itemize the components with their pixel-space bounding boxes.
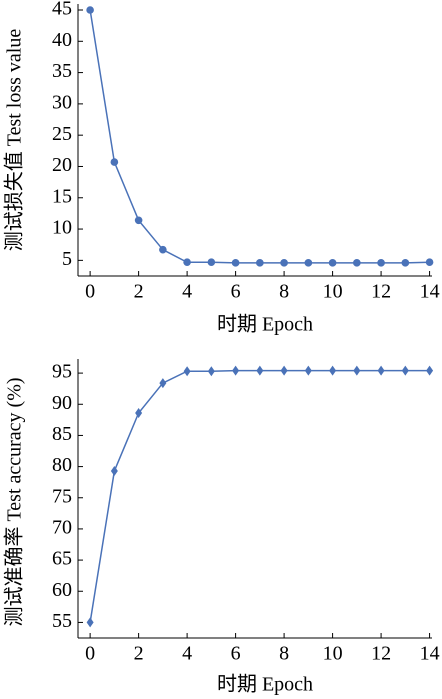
marker: [256, 259, 264, 267]
marker: [353, 259, 361, 267]
y-tick-label: 70: [52, 517, 72, 539]
x-tick-label: 6: [231, 281, 241, 303]
y-tick-label: 5: [62, 248, 72, 270]
marker: [353, 365, 361, 376]
y-tick-label: 65: [52, 548, 72, 570]
marker: [377, 365, 385, 376]
y-tick-label: 15: [52, 185, 72, 207]
y-tick-label: 55: [52, 610, 72, 632]
marker: [426, 365, 434, 376]
y-tick-label: 30: [52, 91, 72, 113]
x-tick-label: 12: [371, 281, 391, 303]
y-tick-label: 80: [52, 454, 72, 476]
marker: [159, 378, 167, 389]
x-tick-label: 14: [420, 281, 440, 303]
marker: [401, 365, 409, 376]
x-tick-label: 4: [182, 281, 192, 303]
marker: [280, 259, 288, 267]
x-tick-label: 10: [323, 281, 343, 303]
x-axis-label: 时期 Epoch: [217, 313, 313, 336]
marker: [377, 259, 385, 267]
x-tick-label: 2: [134, 281, 144, 303]
y-tick-label: 20: [52, 154, 72, 176]
line: [89, 9, 430, 264]
marker: [401, 259, 410, 267]
marker: [425, 258, 434, 267]
y-tick-label: 90: [52, 392, 72, 414]
marker: [86, 6, 94, 14]
y-tick-label: 10: [52, 217, 72, 239]
x-tick-label: 6: [231, 643, 241, 665]
line: [89, 369, 430, 623]
y-tick-label: 45: [52, 0, 72, 20]
marker: [135, 407, 143, 418]
x-tick-label: 0: [85, 643, 95, 665]
marker: [183, 258, 191, 267]
marker: [328, 259, 337, 267]
x-tick-label: 10: [323, 643, 343, 665]
y-tick-label: 60: [52, 579, 72, 601]
x-tick-label: 14: [420, 643, 440, 665]
y-tick-label: 85: [52, 423, 72, 445]
x-tick-label: 0: [85, 281, 95, 303]
y-tick-label: 35: [52, 60, 72, 82]
marker: [207, 366, 215, 377]
marker: [134, 216, 143, 225]
marker: [304, 259, 313, 267]
x-tick-label: 2: [134, 643, 144, 665]
x-tick-label: 4: [182, 643, 192, 665]
y-axis-label: 测试损失值 Test loss value: [3, 29, 26, 252]
y-tick-label: 40: [52, 29, 72, 51]
marker: [280, 365, 288, 376]
marker: [329, 365, 337, 376]
x-tick-label: 8: [279, 281, 289, 303]
x-tick-label: 8: [279, 643, 289, 665]
marker: [256, 365, 264, 376]
marker: [110, 465, 118, 476]
y-axis-label: 测试准确率 Test accuracy (%): [3, 377, 26, 626]
marker: [183, 366, 191, 377]
y-tick-label: 75: [52, 485, 72, 507]
x-tick-label: 12: [371, 643, 391, 665]
marker: [207, 258, 216, 267]
marker: [86, 617, 94, 628]
marker: [159, 245, 167, 254]
marker: [110, 158, 119, 166]
marker: [231, 259, 240, 267]
y-tick-label: 25: [52, 123, 72, 145]
x-axis-label: 时期 Epoch: [217, 673, 313, 696]
y-tick-label: 95: [52, 361, 72, 383]
marker: [232, 365, 240, 376]
marker: [304, 365, 312, 376]
